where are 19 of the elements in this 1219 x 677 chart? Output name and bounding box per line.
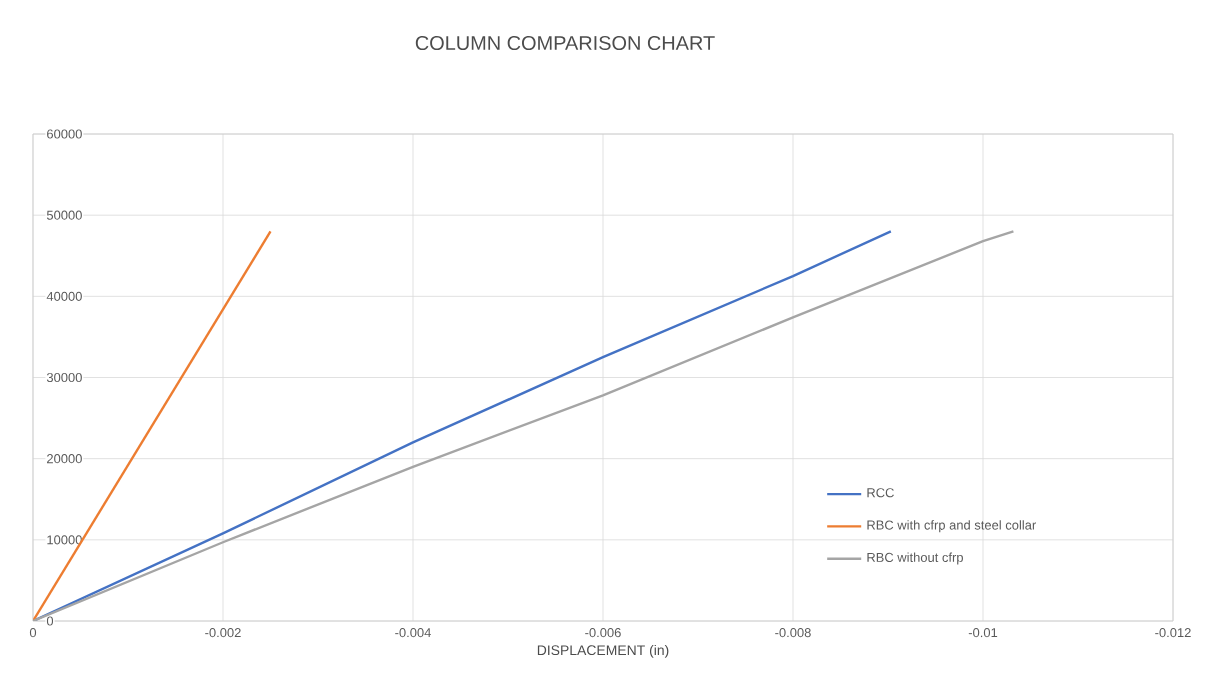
- x-tick-label: 0: [29, 628, 37, 638]
- x-tick-label: -0.006: [585, 628, 621, 638]
- x-tick-label: -0.01: [968, 628, 998, 638]
- y-tick-label: 20000: [47, 454, 82, 464]
- y-tick-label: 0: [46, 616, 54, 626]
- y-tick-label: 50000: [46, 210, 82, 220]
- legend-label: RBC without cfrp: [867, 552, 963, 565]
- legend-label: RCC: [867, 488, 894, 498]
- y-tick-label: 60000: [47, 129, 82, 139]
- x-tick-label: -0.012: [1155, 628, 1191, 638]
- y-tick-label: 40000: [46, 291, 82, 301]
- x-axis-title: DISPLACEMENT (in): [537, 644, 669, 658]
- x-tick-label: -0.008: [775, 628, 811, 638]
- y-tick-label: 10000: [47, 535, 82, 545]
- chart-title: COLUMN COMPARISON CHART: [415, 35, 715, 51]
- x-tick-label: -0.002: [205, 628, 241, 638]
- y-tick-label: 30000: [46, 372, 82, 383]
- legend-label: RBC with cfrp and steel collar: [867, 520, 1036, 533]
- x-tick-label: -0.004: [395, 628, 431, 638]
